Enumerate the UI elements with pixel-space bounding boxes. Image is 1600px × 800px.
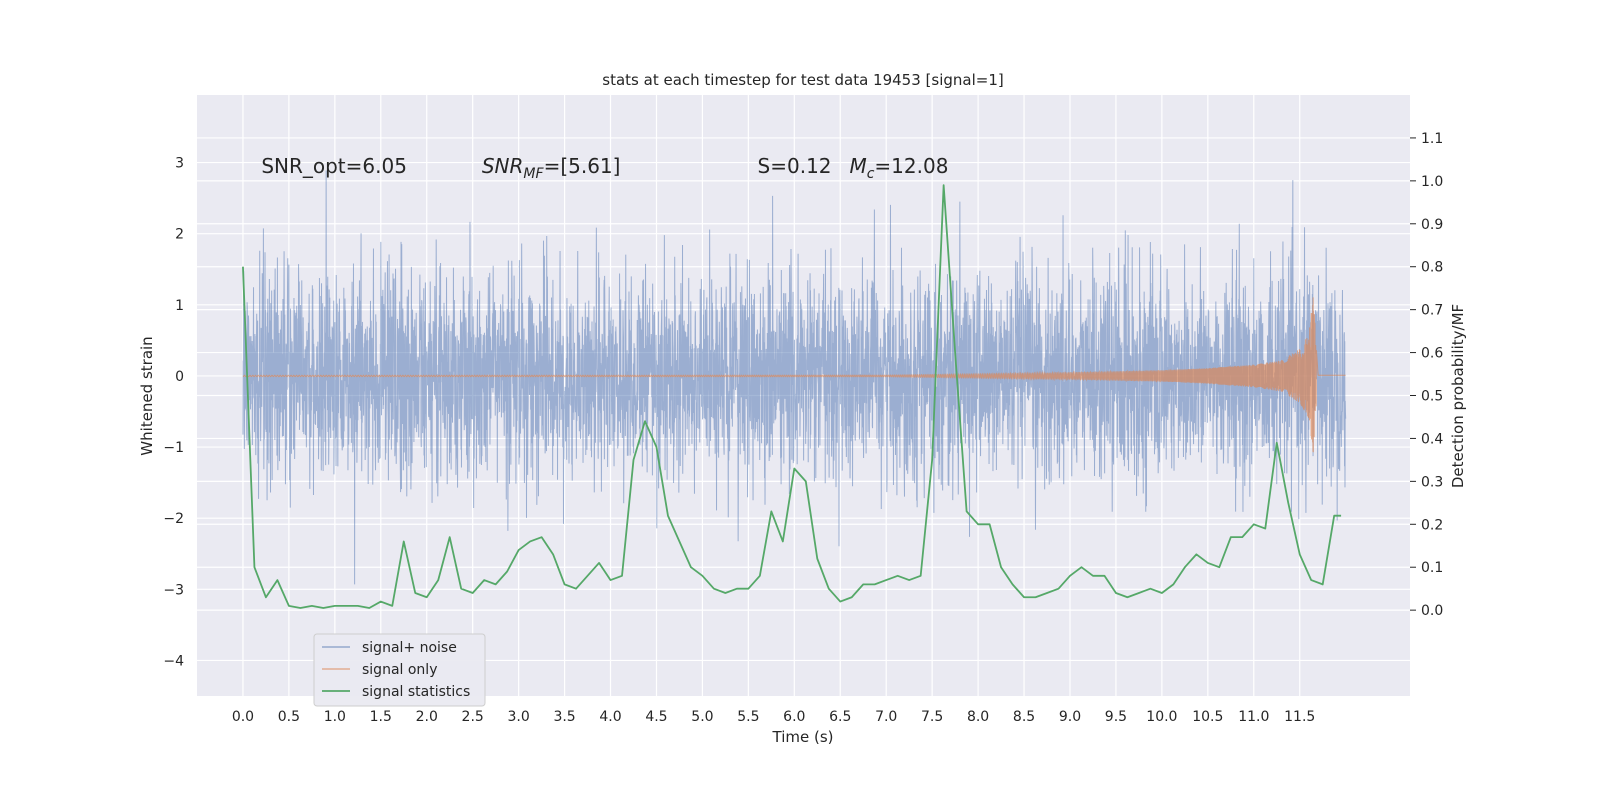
- y-axis-label: Whitened strain: [138, 336, 156, 455]
- x-tick-label: 5.5: [737, 709, 759, 725]
- y-tick-label: 0: [175, 369, 184, 385]
- y2-tick-label: 0.0: [1421, 603, 1443, 619]
- signal-statistics-line: [242, 184, 1342, 609]
- y-tick-label: −3: [163, 582, 184, 598]
- y2-tick-label: 0.5: [1421, 389, 1443, 405]
- x-tick-label: 4.0: [599, 709, 621, 725]
- signal-only-series: [242, 297, 1346, 453]
- y2-axis-label: Detection probability/MF: [1449, 304, 1467, 488]
- x-tick-label: 2.5: [462, 709, 484, 725]
- x-tick-label: 8.0: [967, 709, 989, 725]
- y-tick-label: 3: [175, 156, 184, 172]
- x-tick-label: 1.5: [370, 709, 392, 725]
- x-tick-label: 6.0: [783, 709, 805, 725]
- y2-tick-label: 0.7: [1421, 303, 1443, 319]
- signal-noise-line: [242, 170, 1347, 585]
- x-tick-label: 9.0: [1059, 709, 1081, 725]
- x-tick-label: 9.5: [1105, 709, 1127, 725]
- y2-tick-label: 0.3: [1421, 474, 1443, 490]
- x-tick-label: 3.5: [553, 709, 575, 725]
- legend-label-signal-only: signal only: [362, 662, 437, 678]
- y2-tick-label: 1.0: [1421, 174, 1443, 190]
- x-tick-label: 1.0: [324, 709, 346, 725]
- y-tick-label: 2: [175, 227, 184, 243]
- x-tick-label: 5.0: [691, 709, 713, 725]
- legend: signal+ noise signal only signal statist…: [313, 633, 486, 707]
- annotation: SNR_opt=6.05: [261, 154, 407, 178]
- annotations: SNR_opt=6.05 SNRMF=[5.61] S=0.12 Mc=12.08: [261, 154, 948, 182]
- signal-only-line: [242, 297, 1346, 453]
- x-tick-label: 0.0: [232, 709, 254, 725]
- y2-tick-labels: 0.0 0.1 0.2 0.3 0.4 0.5 0.6 0.7 0.8 0.9 1.0 1.1: [1410, 131, 1443, 619]
- y2-tick-label: 0.4: [1421, 431, 1443, 447]
- y2-tick-label: 1.1: [1421, 131, 1443, 147]
- y2-tick-label: 0.2: [1421, 517, 1443, 533]
- x-tick-label: 4.5: [645, 709, 667, 725]
- x-tick-label: 10.0: [1146, 709, 1177, 725]
- x-tick-label: 7.5: [921, 709, 943, 725]
- x-tick-label: 6.5: [829, 709, 851, 725]
- signal-statistics-series: [242, 184, 1342, 609]
- annotation: S=0.12: [758, 154, 832, 178]
- x-tick-label: 8.5: [1013, 709, 1035, 725]
- y2-tick-label: 0.6: [1421, 346, 1443, 362]
- legend-box: [313, 633, 486, 707]
- x-tick-label: 2.0: [416, 709, 438, 725]
- y-tick-label: −1: [163, 440, 184, 456]
- x-tick-label: 11.0: [1238, 709, 1269, 725]
- x-tick-label: 10.5: [1192, 709, 1223, 725]
- y2-tick-label: 0.1: [1421, 560, 1443, 576]
- legend-label-signal-noise: signal+ noise: [362, 640, 457, 656]
- x-tick-label: 11.5: [1284, 709, 1315, 725]
- legend-label-signal-statistics: signal statistics: [362, 684, 470, 700]
- annotation: SNRMF=[5.61]: [482, 154, 621, 182]
- y2-tick-label: 0.9: [1421, 217, 1443, 233]
- y2-tick-label: 0.8: [1421, 260, 1443, 276]
- x-tick-label: 7.0: [875, 709, 897, 725]
- signal-noise-series: [242, 170, 1347, 585]
- y-tick-labels: −4 −3 −2 −1 0 1 2 3: [163, 156, 184, 670]
- x-tick-label: 0.5: [278, 709, 300, 725]
- y-tick-label: −4: [163, 653, 184, 669]
- y-tick-label: −2: [163, 511, 184, 527]
- chart-title: stats at each timestep for test data 194…: [602, 71, 1003, 89]
- x-tick-labels: 0.0 0.5 1.0 1.5 2.0 2.5 3.0 3.5 4.0 4.5 5.0 5.5 6.0 6…: [232, 709, 1315, 725]
- y-tick-label: 1: [175, 298, 184, 314]
- x-tick-label: 3.0: [507, 709, 529, 725]
- x-axis-label: Time (s): [772, 728, 834, 746]
- annotation: Mc=12.08: [849, 154, 948, 182]
